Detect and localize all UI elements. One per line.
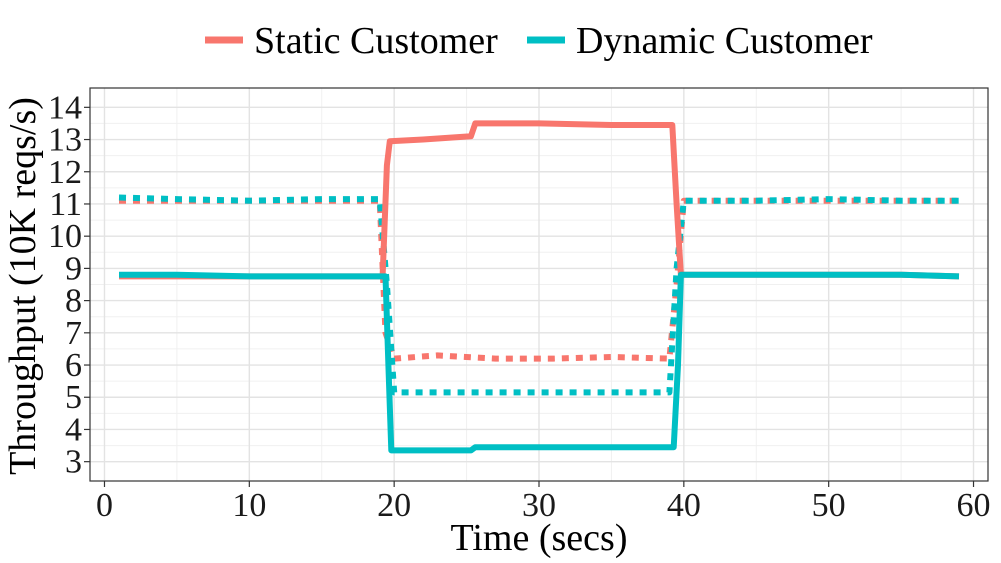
series-line-dynamic-customer-solid [119, 271, 960, 454]
y-tick-label: 7 [65, 315, 82, 352]
x-tick-label: 50 [812, 487, 846, 524]
y-tick-label: 12 [48, 154, 82, 191]
legend-item-dynamic: Dynamic Customer [527, 20, 873, 62]
series-layer [118, 120, 960, 454]
y-tick-label: 4 [65, 411, 82, 448]
x-tick-label: 10 [232, 487, 266, 524]
x-tick-label: 60 [957, 487, 991, 524]
series-line-static-customer-dashed [119, 197, 959, 362]
y-tick-label: 5 [65, 379, 82, 416]
y-tick-label: 6 [65, 347, 82, 384]
x-tick-label: 40 [667, 487, 701, 524]
x-axis: 0 10 20 30 40 50 60 [96, 481, 991, 524]
x-tick-label: 0 [96, 487, 113, 524]
y-tick-label: 14 [48, 89, 82, 126]
legend-label-static: Static Customer [254, 20, 498, 62]
legend: Static Customer Dynamic Customer [205, 20, 873, 62]
x-axis-title: Time (secs) [451, 517, 628, 559]
y-tick-label: 8 [65, 283, 82, 320]
x-tick-label: 30 [522, 487, 556, 524]
legend-item-static: Static Customer [205, 20, 498, 62]
y-tick-label: 3 [65, 444, 82, 481]
grid [90, 88, 988, 481]
y-tick-label: 13 [48, 122, 82, 159]
legend-label-dynamic: Dynamic Customer [576, 20, 873, 62]
y-axis-title: Throughput (10K reqs/s) [2, 97, 44, 475]
y-tick-label: 11 [49, 186, 82, 223]
y-tick-label: 9 [65, 250, 82, 287]
x-tick-label: 20 [377, 487, 411, 524]
y-tick-label: 10 [48, 218, 82, 255]
